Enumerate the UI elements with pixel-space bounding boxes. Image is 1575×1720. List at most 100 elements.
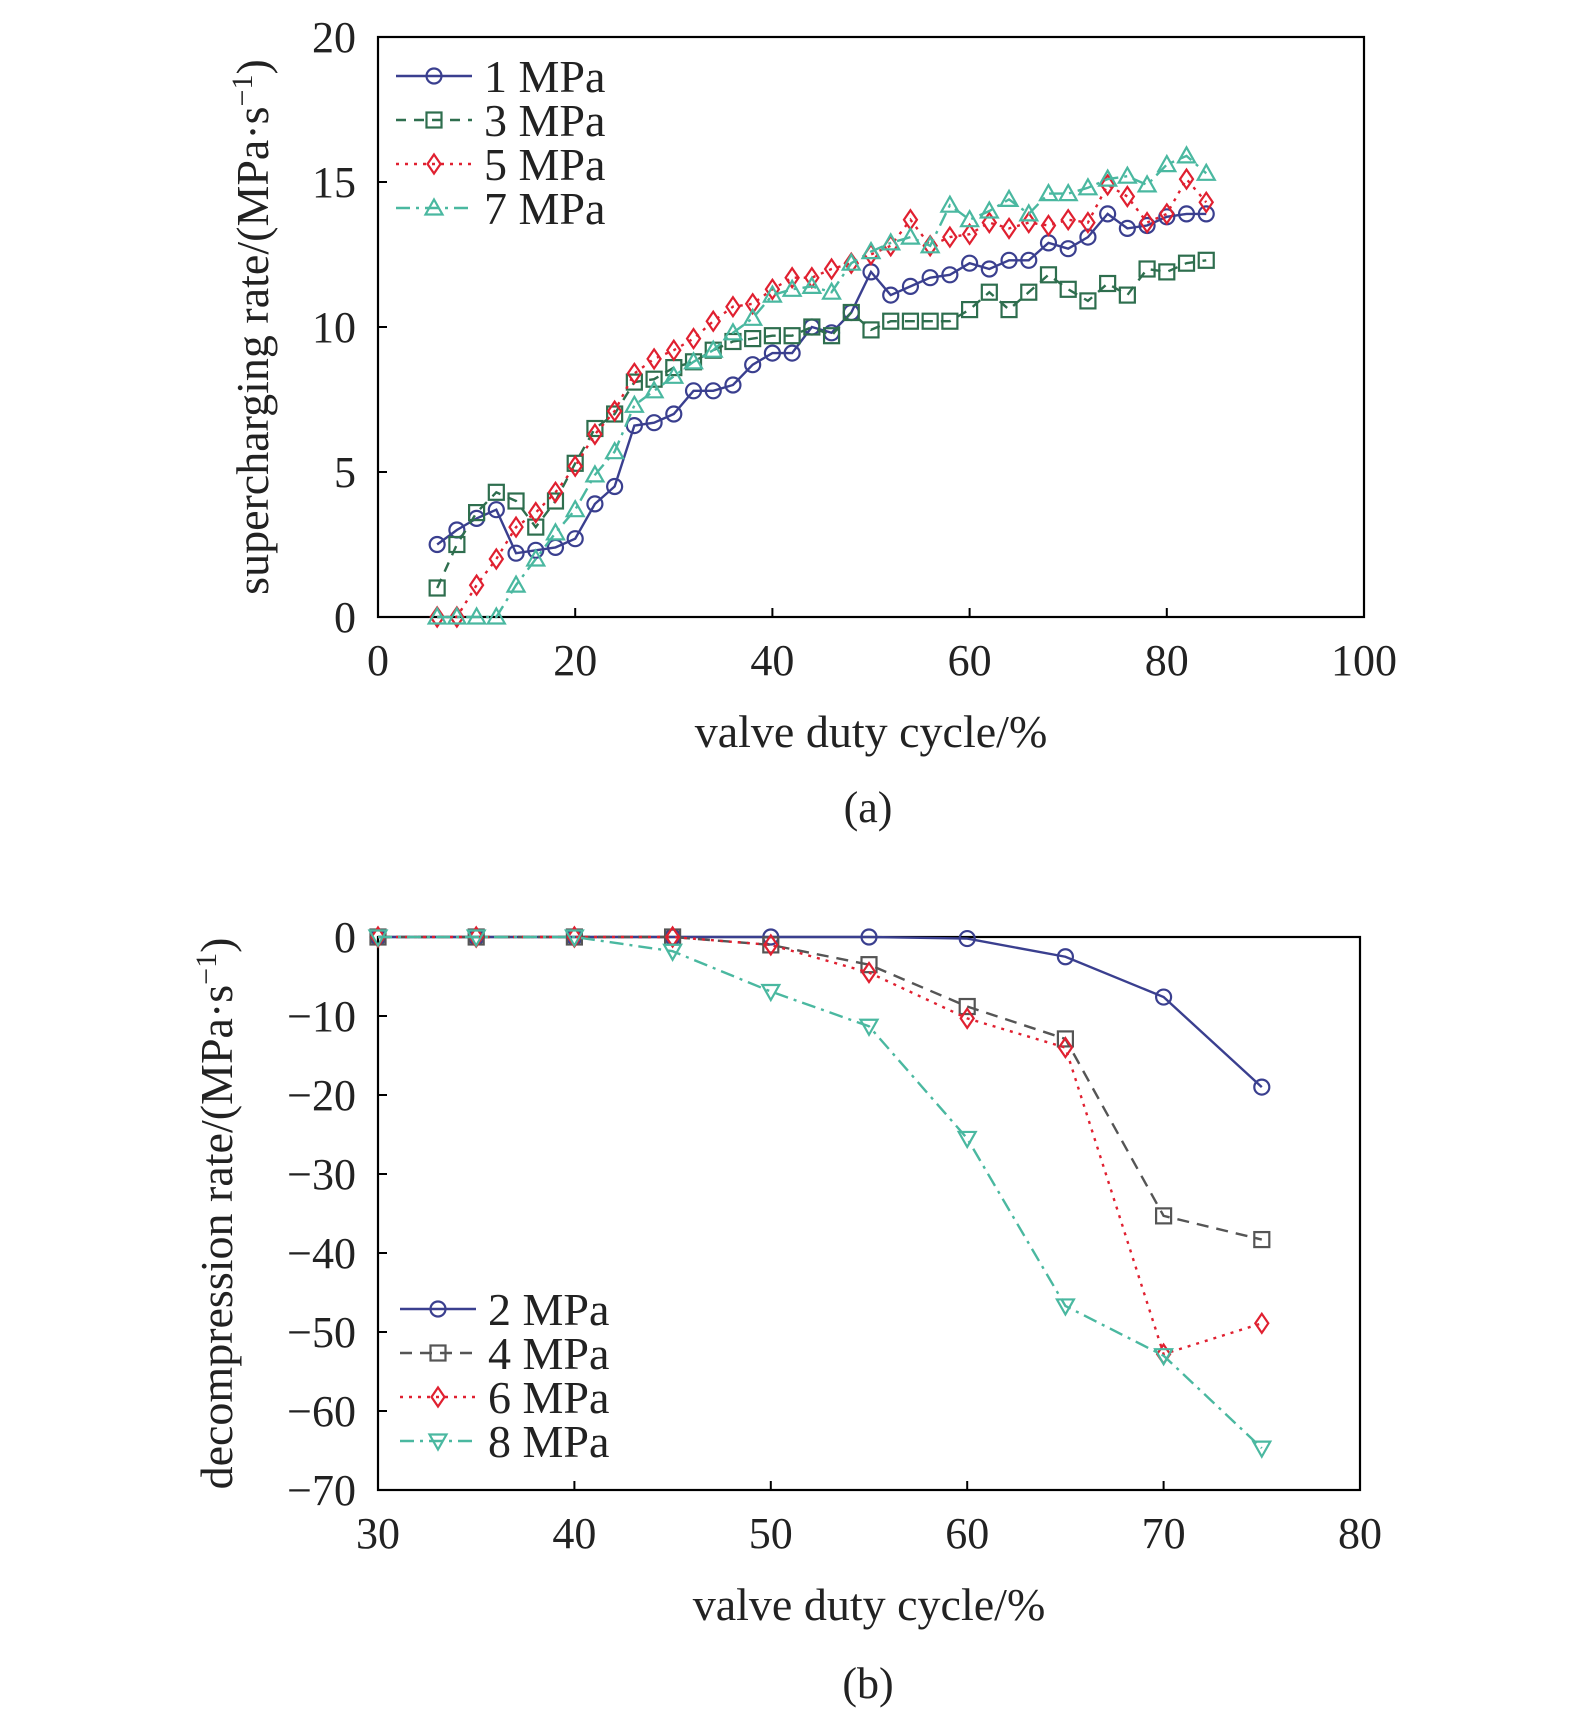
data-point — [428, 579, 446, 597]
data-point — [980, 283, 998, 301]
legend-label: 8 MPa — [488, 1416, 609, 1467]
series-line — [436, 259, 1207, 589]
data-point — [485, 606, 507, 625]
series-line — [378, 935, 1263, 1356]
data-point — [604, 440, 626, 460]
legend-marker — [429, 1344, 447, 1362]
y-tick-label: 10 — [312, 303, 356, 352]
data-point — [665, 405, 683, 423]
data-point — [449, 605, 465, 629]
legend-marker — [429, 1300, 447, 1318]
data-point — [525, 548, 547, 567]
data-point — [1177, 205, 1196, 223]
data-point — [958, 997, 976, 1016]
data-point — [1056, 948, 1075, 966]
legend-label: 1 MPa — [484, 51, 605, 102]
data-point — [586, 495, 604, 513]
data-point — [564, 498, 586, 518]
y-tick-label: −60 — [287, 1387, 356, 1436]
data-point — [426, 606, 448, 625]
data-point — [507, 492, 525, 510]
y-axis-label-close: ) — [227, 59, 278, 74]
data-point — [763, 344, 782, 362]
data-point — [1077, 177, 1099, 196]
series-3-mpa — [428, 251, 1215, 597]
data-point — [941, 266, 959, 284]
data-point — [1198, 190, 1215, 214]
data-point — [863, 243, 879, 266]
data-point — [724, 376, 742, 394]
legend-label: 4 MPa — [488, 1328, 609, 1379]
x-tick-label: 60 — [948, 636, 992, 685]
data-point — [1253, 1078, 1271, 1096]
data-point — [1118, 219, 1136, 237]
data-point — [1018, 203, 1040, 222]
data-point — [722, 322, 744, 341]
legend-label: 5 MPa — [484, 139, 605, 190]
data-point — [1118, 286, 1136, 304]
data-point — [429, 605, 445, 629]
data-point — [1119, 185, 1136, 208]
data-point — [784, 266, 800, 290]
data-point — [760, 983, 782, 1003]
y-tick-label: 5 — [334, 448, 356, 497]
data-point — [567, 454, 584, 478]
legend-marker — [427, 1433, 449, 1452]
data-point — [586, 419, 604, 438]
data-point — [1178, 167, 1195, 191]
data-point — [1001, 216, 1017, 240]
y-tick-label: 0 — [334, 913, 356, 962]
series-line — [437, 154, 1208, 619]
data-point — [468, 573, 485, 597]
data-point — [1000, 251, 1018, 269]
data-point — [901, 312, 920, 330]
legend-label: 3 MPa — [484, 95, 605, 146]
data-point — [1055, 1298, 1076, 1317]
data-point — [1099, 173, 1116, 197]
data-point — [446, 606, 468, 625]
data-point — [1177, 254, 1196, 272]
data-point — [1197, 205, 1215, 223]
series-line — [378, 935, 1263, 1088]
data-point — [939, 194, 961, 213]
x-tick-label: 20 — [553, 636, 597, 685]
x-tick-label: 40 — [552, 1509, 596, 1558]
data-point — [1251, 1440, 1273, 1459]
data-point — [803, 318, 821, 336]
data-point — [1080, 211, 1096, 235]
data-point — [527, 518, 545, 536]
data-point — [665, 338, 682, 362]
data-point — [1156, 153, 1178, 173]
y-tick-label: 0 — [334, 593, 356, 642]
legend-marker — [426, 152, 442, 176]
data-point — [783, 327, 801, 345]
data-point — [961, 222, 978, 246]
data-point — [762, 933, 779, 957]
data-point — [842, 303, 860, 322]
data-point — [1197, 251, 1215, 269]
data-point — [584, 464, 606, 483]
y-tick-label: 15 — [312, 158, 356, 207]
data-point — [880, 232, 902, 251]
data-point — [900, 226, 921, 245]
data-point — [704, 382, 722, 400]
panel-a-label: (a) — [844, 783, 893, 832]
series-8-mpa — [367, 929, 1273, 1459]
data-point — [958, 929, 976, 948]
y-tick-label: −70 — [287, 1466, 356, 1515]
y-axis-label: supercharging rate/(MPa·s−1) — [226, 59, 278, 595]
y-axis-label: decompression rate/(MPa·s−1) — [190, 938, 242, 1490]
data-point — [762, 284, 783, 303]
data-point — [1176, 145, 1197, 164]
data-point — [725, 295, 741, 319]
data-point — [1038, 182, 1059, 202]
data-point — [508, 515, 524, 539]
legend-marker — [425, 111, 443, 129]
data-point — [1059, 280, 1077, 298]
data-point — [448, 535, 466, 554]
data-point — [1020, 283, 1038, 301]
data-point — [781, 278, 803, 297]
x-tick-label: 80 — [1338, 1509, 1382, 1558]
